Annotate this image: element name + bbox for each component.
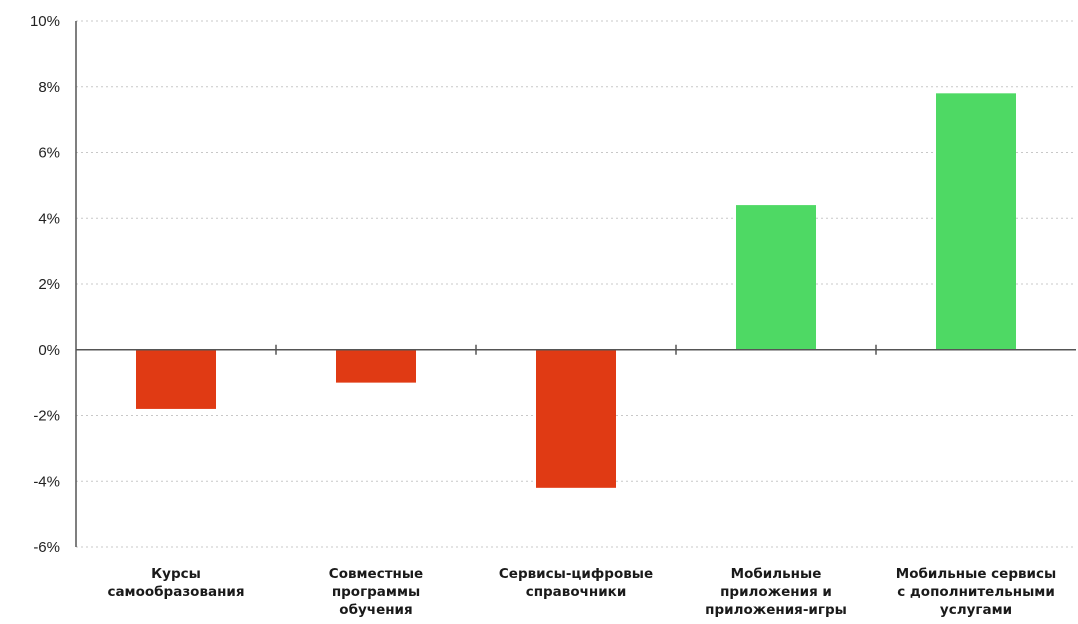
x-category-labels: Курсы самообразования Совместные программы о… — [107, 566, 1056, 618]
y-tick-label: 8% — [38, 79, 60, 96]
y-tick-label: -6% — [33, 539, 60, 556]
axis-layer — [75, 21, 1076, 547]
y-tick-label: -4% — [33, 473, 60, 490]
y-tick-label: -2% — [33, 408, 60, 425]
y-tick-labels: 10% 8% 6% 4% 2% 0% -2% -4% -6% — [30, 13, 60, 556]
y-tick-label: 6% — [38, 145, 60, 162]
bar — [336, 349, 416, 383]
bar — [536, 349, 616, 488]
bar — [936, 93, 1016, 350]
x-category-label: Сервисы-цифровые справочники — [499, 566, 653, 600]
x-category-label: Курсы самообразования — [107, 566, 244, 600]
bars-layer — [136, 93, 1016, 488]
x-category-label: Мобильные сервисы с дополнительными услуга… — [896, 566, 1056, 618]
y-tick-label: 2% — [38, 276, 60, 293]
y-tick-label: 0% — [38, 342, 60, 359]
x-category-label: Мобильные приложения и приложения-игры — [705, 566, 847, 618]
bar — [736, 205, 816, 350]
bar — [136, 349, 216, 409]
y-tick-label: 4% — [38, 210, 60, 227]
y-tick-label: 10% — [30, 13, 60, 30]
x-category-label: Совместные программы обучения — [329, 566, 423, 618]
